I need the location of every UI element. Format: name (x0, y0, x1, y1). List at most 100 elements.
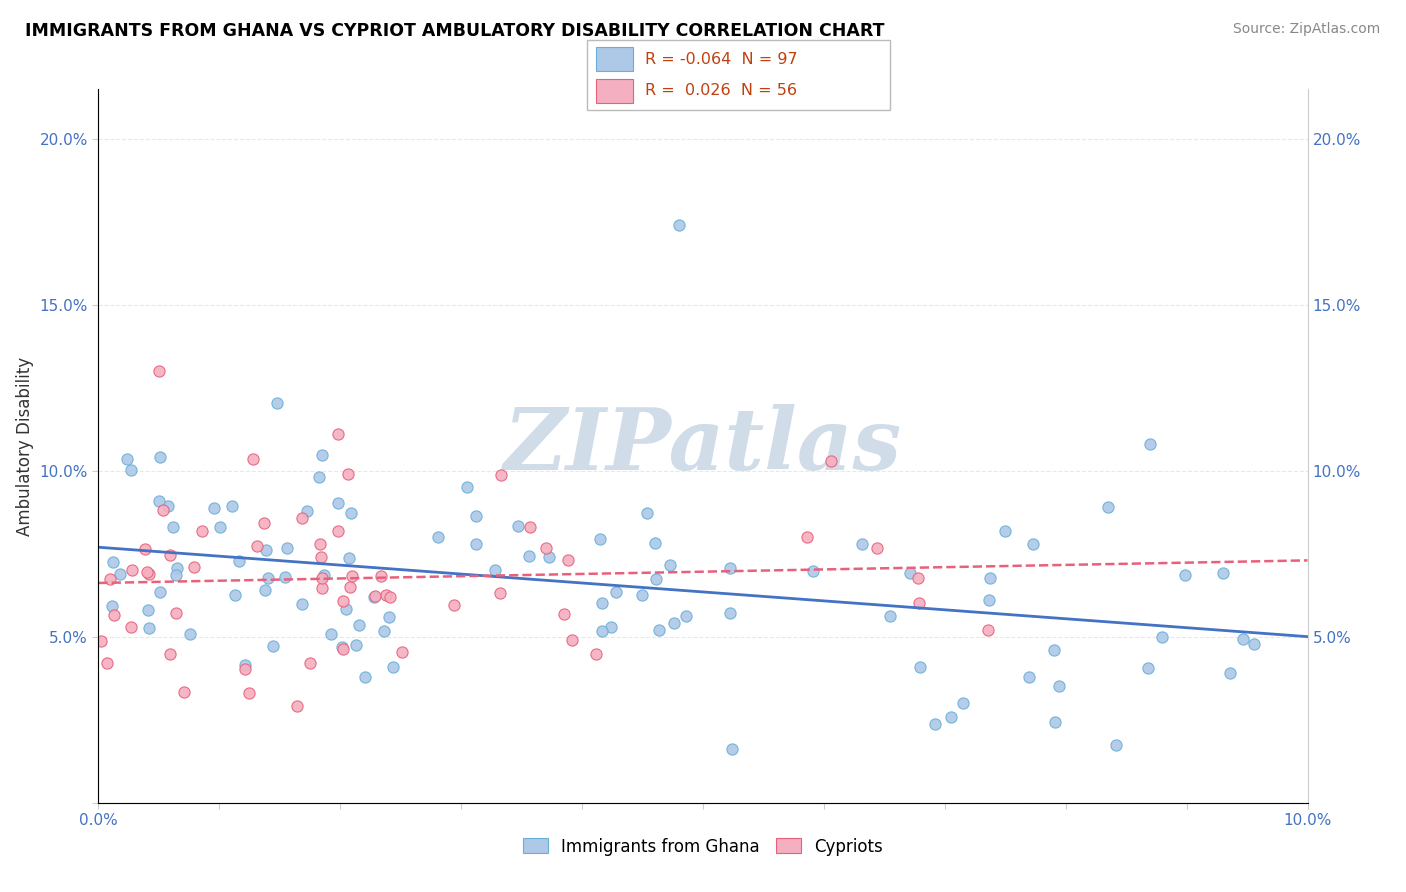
Point (898, 566, 921, 581)
Text: R = -0.064  N = 97: R = -0.064 N = 97 (645, 52, 799, 67)
Point (391, 645, 413, 659)
Point (648, 623, 671, 637)
Point (456, 480, 478, 494)
Point (120, 463, 142, 477)
Point (90, 633, 112, 648)
Point (538, 549, 561, 564)
Point (191, 524, 214, 538)
Point (337, 550, 360, 565)
Point (134, 541, 156, 556)
Point (121, 563, 143, 577)
Point (668, 219, 690, 233)
Point (246, 540, 269, 554)
Point (557, 553, 579, 567)
Point (952, 696, 974, 710)
Point (330, 640, 353, 654)
Point (309, 537, 332, 551)
Point (238, 686, 260, 700)
Point (340, 506, 363, 520)
Point (326, 496, 349, 510)
Point (311, 571, 333, 585)
Point (344, 638, 367, 652)
Point (136, 565, 159, 579)
Point (796, 530, 818, 544)
Point (363, 589, 385, 603)
Point (235, 662, 257, 676)
Point (321, 627, 343, 641)
Point (1219, 666, 1241, 681)
Point (977, 593, 1000, 607)
Point (335, 601, 357, 615)
Point (1043, 643, 1066, 657)
FancyBboxPatch shape (596, 47, 633, 71)
Point (254, 583, 277, 598)
Point (977, 623, 1000, 637)
Point (149, 584, 172, 599)
Point (1212, 566, 1234, 581)
Point (101, 599, 124, 613)
Point (221, 499, 243, 513)
Text: R =  0.026  N = 56: R = 0.026 N = 56 (645, 83, 797, 98)
Point (242, 451, 264, 466)
Point (285, 698, 308, 713)
Point (1021, 537, 1043, 551)
Point (1018, 670, 1040, 684)
Point (443, 598, 465, 612)
Point (879, 609, 901, 624)
Point (276, 541, 298, 556)
Legend: Immigrants from Ghana, Cypriots: Immigrants from Ghana, Cypriots (516, 831, 890, 863)
Point (506, 518, 529, 533)
Point (589, 533, 612, 547)
Point (378, 610, 401, 624)
Point (326, 524, 349, 538)
Point (162, 520, 184, 534)
Point (165, 567, 187, 582)
Point (1137, 661, 1160, 675)
Point (645, 572, 668, 586)
Point (136, 603, 159, 617)
Point (308, 470, 330, 484)
Point (979, 571, 1001, 585)
Point (103, 608, 125, 623)
Point (179, 627, 201, 641)
Point (311, 581, 333, 595)
Point (427, 530, 450, 544)
Point (208, 519, 231, 533)
Point (465, 537, 488, 551)
Point (298, 656, 321, 670)
Point (138, 621, 160, 635)
Point (378, 590, 401, 604)
Point (1243, 637, 1265, 651)
Point (517, 549, 540, 563)
Point (561, 633, 583, 648)
Point (120, 620, 142, 634)
Text: Source: ZipAtlas.com: Source: ZipAtlas.com (1233, 22, 1381, 37)
Point (224, 588, 246, 602)
Point (370, 569, 392, 583)
Point (721, 742, 744, 756)
Point (339, 580, 361, 594)
Point (165, 606, 187, 620)
Point (233, 658, 256, 673)
Y-axis label: Ambulatory Disability: Ambulatory Disability (15, 357, 34, 535)
Point (636, 506, 658, 520)
Point (553, 607, 575, 621)
Point (314, 568, 336, 582)
Point (801, 564, 824, 578)
Point (659, 558, 682, 572)
Point (115, 452, 138, 467)
Point (1174, 568, 1197, 582)
Point (1105, 739, 1128, 753)
Point (101, 555, 124, 569)
Point (375, 588, 398, 602)
Point (149, 450, 172, 464)
Point (228, 554, 250, 568)
Point (1097, 500, 1119, 514)
Point (202, 500, 225, 515)
Text: IMMIGRANTS FROM GHANA VS CYPRIOT AMBULATORY DISABILITY CORRELATION CHART: IMMIGRANTS FROM GHANA VS CYPRIOT AMBULAT… (25, 22, 884, 40)
Point (347, 618, 370, 632)
Point (600, 619, 623, 633)
Point (1150, 630, 1173, 644)
Point (252, 516, 274, 531)
Point (519, 520, 541, 534)
